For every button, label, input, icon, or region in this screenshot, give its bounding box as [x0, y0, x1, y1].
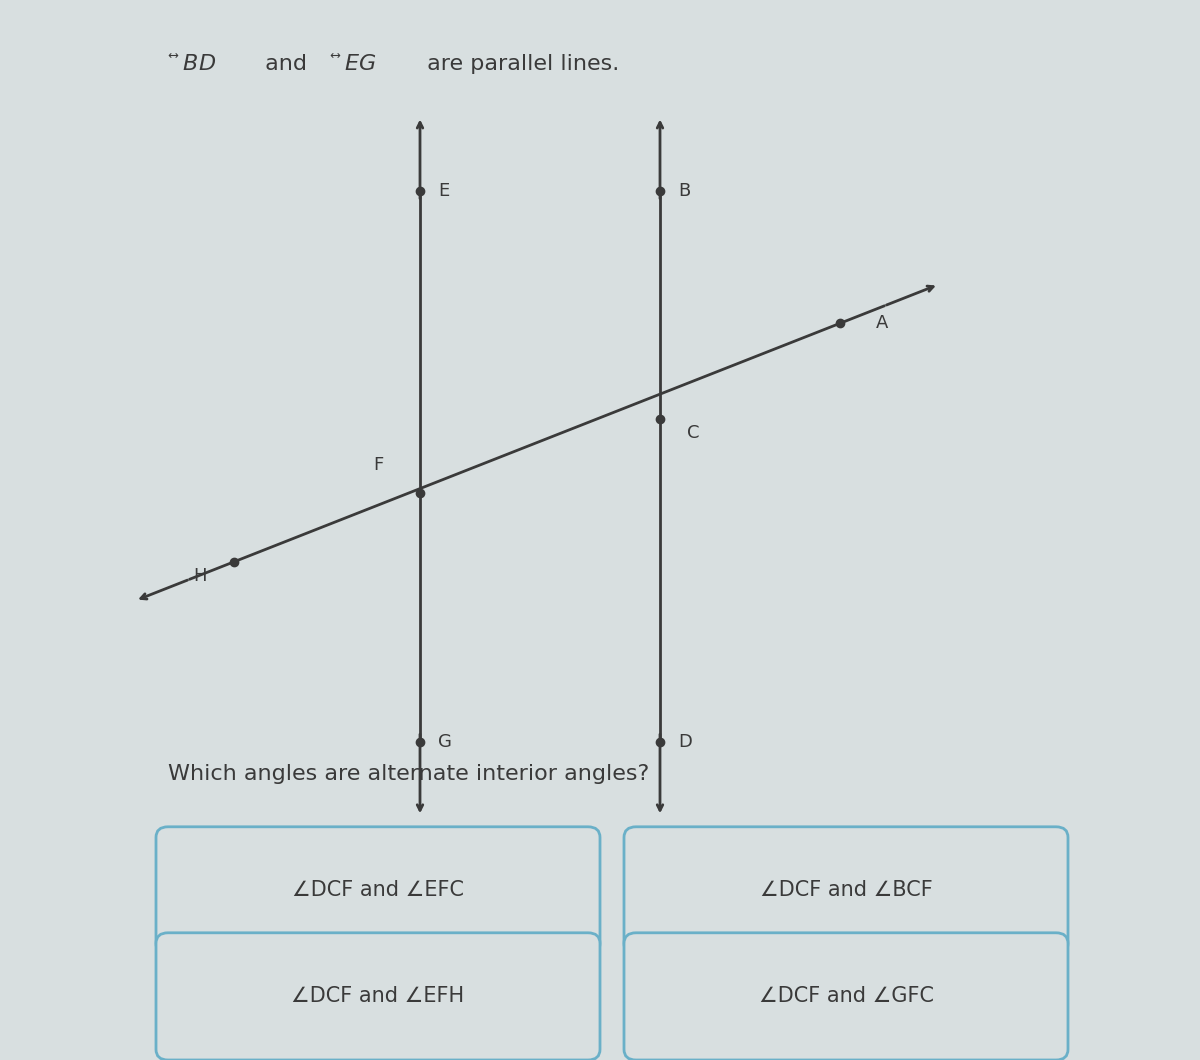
Text: $\overleftrightarrow{EG}$: $\overleftrightarrow{EG}$	[330, 53, 377, 74]
FancyBboxPatch shape	[624, 827, 1068, 954]
FancyBboxPatch shape	[624, 933, 1068, 1060]
Text: Which angles are alternate interior angles?: Which angles are alternate interior angl…	[168, 764, 649, 783]
Text: ∠DCF and ∠EFC: ∠DCF and ∠EFC	[292, 881, 464, 900]
Text: E: E	[438, 182, 449, 199]
Text: F: F	[373, 456, 384, 474]
Text: D: D	[678, 734, 692, 750]
Text: A: A	[876, 315, 888, 332]
Text: B: B	[678, 182, 690, 199]
Text: $\overleftrightarrow{BD}$: $\overleftrightarrow{BD}$	[168, 53, 216, 74]
FancyBboxPatch shape	[156, 933, 600, 1060]
Text: H: H	[193, 567, 208, 585]
Text: are parallel lines.: are parallel lines.	[420, 54, 619, 73]
FancyBboxPatch shape	[156, 827, 600, 954]
Text: ∠DCF and ∠EFH: ∠DCF and ∠EFH	[292, 987, 464, 1006]
Text: G: G	[438, 734, 452, 750]
Text: and: and	[258, 54, 314, 73]
Text: ∠DCF and ∠GFC: ∠DCF and ∠GFC	[758, 987, 934, 1006]
Text: ∠DCF and ∠BCF: ∠DCF and ∠BCF	[760, 881, 932, 900]
Text: C: C	[686, 424, 700, 442]
